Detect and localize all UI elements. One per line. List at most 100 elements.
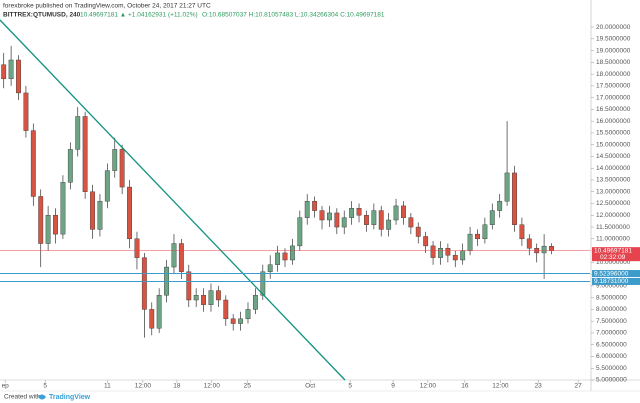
y-tick-label: 11.0000000: [596, 236, 630, 243]
x-tick-label: 12:00: [420, 383, 437, 390]
candle-body: [526, 238, 532, 249]
candle-body: [341, 217, 347, 228]
candle-body: [112, 149, 118, 171]
x-tick-label: 12:00: [204, 383, 221, 390]
attribution: forexbroke published on TradingView.com,…: [3, 3, 211, 10]
candle-body: [282, 252, 288, 261]
candle-body: [230, 318, 236, 324]
price-change: 10.49697181 ▲ +1.04162931 (+11.02%): [80, 12, 198, 19]
candle-body: [171, 243, 177, 268]
x-tick-label: 5: [348, 383, 352, 390]
x-tick-label: 25: [244, 383, 252, 390]
candle-body: [356, 208, 362, 216]
y-tick-label: 20.0000000: [596, 24, 631, 31]
candle-body: [415, 226, 421, 237]
candle-body: [504, 172, 510, 202]
candle-body: [378, 210, 384, 230]
y-tick-label: 8.0000000: [596, 306, 627, 313]
candle-body: [141, 257, 147, 310]
candle-body: [460, 250, 466, 261]
candle-body: [119, 149, 125, 188]
y-tick-label: 13.5000000: [596, 177, 631, 184]
footer-text: Created with: [4, 394, 41, 401]
candle-body: [408, 217, 414, 228]
candle-body: [186, 271, 192, 301]
y-tick-label: 18.5000000: [596, 59, 631, 66]
candle-body: [30, 130, 36, 197]
candle-body: [364, 215, 369, 225]
candle-body: [193, 295, 199, 301]
candle-body: [371, 210, 377, 225]
candle-body: [312, 200, 318, 211]
candle-body: [401, 205, 406, 218]
symbol: BITTREX:QTUMUSD, 240: [3, 12, 81, 19]
x-tick-label: 11: [104, 383, 111, 390]
candle-body: [82, 116, 88, 192]
candle-body: [60, 182, 66, 235]
candle-body: [238, 318, 244, 324]
y-tick-label: 5.0000000: [596, 377, 627, 384]
candle-body: [386, 219, 392, 230]
y-tick-label: 16.0000000: [596, 118, 631, 125]
price-label: 9.18731000: [594, 278, 629, 285]
y-tick-label: 17.0000000: [596, 94, 631, 101]
candle-body: [327, 212, 332, 221]
y-tick-label: 19.5000000: [596, 36, 631, 43]
y-tick-label: 15.0000000: [596, 141, 631, 148]
candle-body: [38, 196, 44, 244]
candle-body: [267, 264, 273, 272]
price-label-bg: [592, 247, 640, 262]
candle-body: [334, 212, 340, 228]
candle-body: [156, 295, 162, 329]
candle-body: [497, 200, 503, 211]
y-tick-label: 18.0000000: [596, 71, 631, 78]
candle-body: [260, 271, 266, 296]
x-tick-label: 16: [461, 383, 469, 390]
y-tick-label: 9.0000000: [596, 283, 627, 290]
candle-body: [208, 290, 214, 305]
price-label-bg: [592, 270, 640, 278]
price-label: 10.49697181: [594, 247, 632, 254]
candle-body: [275, 252, 281, 265]
candle-body: [467, 233, 473, 251]
y-tick-label: 16.5000000: [596, 106, 631, 113]
x-tick-label: 23: [535, 383, 543, 390]
candle-body: [304, 200, 310, 218]
candle-body: [289, 245, 295, 261]
candle-body: [223, 299, 229, 320]
y-tick-label: 19.0000000: [596, 47, 631, 54]
candle-body: [319, 210, 325, 221]
trendline: [0, 19, 346, 381]
y-tick-label: 17.5000000: [596, 83, 631, 90]
x-tick-label: ep: [2, 383, 10, 390]
y-tick-label: 11.5000000: [596, 224, 630, 231]
candle-body: [67, 149, 73, 183]
candle-body: [489, 210, 495, 225]
y-tick-label: 15.5000000: [596, 130, 631, 137]
candle-body: [1, 64, 7, 80]
y-tick-label: 14.0000000: [596, 165, 631, 172]
x-tick-label: 12:00: [135, 383, 152, 390]
x-tick-label: 12:00: [492, 383, 509, 390]
y-tick-label: 14.5000000: [596, 153, 631, 160]
candle-body: [75, 116, 81, 150]
candle-body: [452, 255, 458, 261]
candle-body: [178, 243, 184, 272]
candle-body: [90, 191, 95, 230]
x-tick-label: 27: [575, 383, 583, 390]
candle-body: [512, 172, 517, 225]
candle-body: [438, 248, 443, 258]
candle-body: [482, 224, 488, 240]
candle-body: [549, 246, 554, 251]
candle-body: [23, 92, 29, 131]
candle-body: [245, 309, 251, 320]
y-tick-label: 5.5000000: [596, 365, 627, 372]
candle-body: [541, 245, 547, 254]
y-tick-label: 13.0000000: [596, 188, 631, 195]
candle-body: [201, 295, 206, 305]
candle-body: [519, 224, 525, 240]
candle-body: [430, 245, 436, 258]
